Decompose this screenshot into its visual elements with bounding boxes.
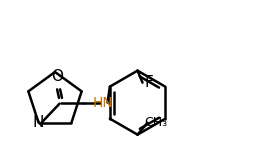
Text: HN: HN bbox=[92, 96, 113, 110]
Text: F: F bbox=[144, 75, 153, 90]
Text: N: N bbox=[33, 115, 44, 130]
Text: CH₃: CH₃ bbox=[144, 116, 167, 129]
Text: O: O bbox=[52, 69, 63, 84]
